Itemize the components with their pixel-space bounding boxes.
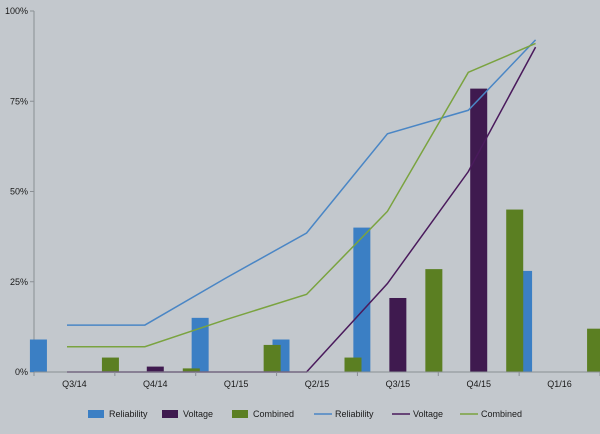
y-tick-label: 75% (10, 96, 28, 106)
legend-label: Reliability (335, 409, 374, 419)
legend-label: Combined (481, 409, 522, 419)
x-tick-label: Q1/16 (547, 379, 572, 389)
y-axis: 0% 25% 50% 75% 100% (5, 6, 35, 377)
line-reliability (67, 39, 537, 326)
legend-label: Voltage (413, 409, 443, 419)
y-tick-label: 0% (15, 367, 28, 377)
legend-label: Combined (253, 409, 294, 419)
bar-combined (182, 368, 200, 372)
bar-combined (263, 344, 281, 372)
y-tick-label: 100% (5, 6, 28, 16)
x-tick-label: Q1/15 (224, 379, 249, 389)
lines (67, 39, 537, 373)
x-tick-label: Q2/15 (305, 379, 330, 389)
legend-label: Voltage (183, 409, 213, 419)
legend: Reliability Voltage Combined Reliability Vol… (88, 409, 522, 419)
y-tick-label: 50% (10, 187, 28, 197)
bar-combined (344, 357, 362, 372)
legend-swatch (162, 410, 178, 418)
bar-combined (425, 269, 443, 372)
x-tick-label: Q3/14 (62, 379, 87, 389)
bar-combined (506, 209, 524, 372)
bar-combined (101, 357, 119, 372)
bar-voltage (389, 297, 407, 372)
bar-voltage (470, 88, 488, 373)
bar-reliability (353, 227, 371, 372)
y-tick-label: 25% (10, 277, 28, 287)
x-tick-label: Q4/14 (143, 379, 168, 389)
bar-reliability (191, 317, 209, 372)
x-tick-label: Q4/15 (466, 379, 491, 389)
legend-label: Reliability (109, 409, 148, 419)
bars (29, 88, 600, 373)
bar-reliability (29, 339, 47, 372)
x-tick-label: Q3/15 (386, 379, 411, 389)
line-voltage (67, 46, 537, 373)
line-combined (67, 42, 536, 348)
legend-swatch (232, 410, 248, 418)
bar-voltage (146, 366, 164, 372)
bar-combined (587, 328, 600, 372)
legend-swatch (88, 410, 104, 418)
x-axis: Q3/14 Q4/14 Q1/15 Q2/15 Q3/15 Q4/15 Q1/16 (33, 371, 600, 389)
